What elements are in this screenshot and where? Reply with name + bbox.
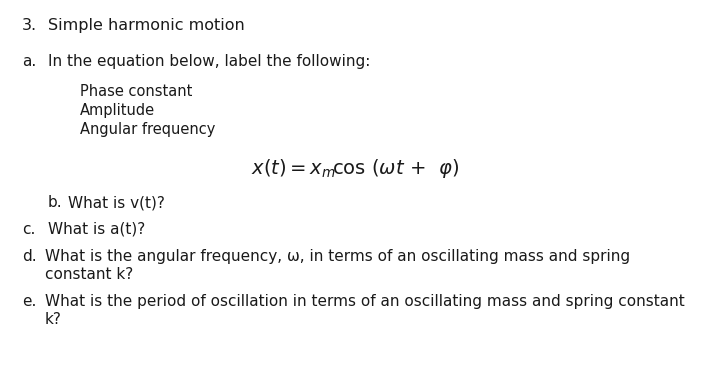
Text: $x(t) = x_m\!\cos\,(\omega t\, +\;\, \varphi)$: $x(t) = x_m\!\cos\,(\omega t\, +\;\, \va… xyxy=(251,157,459,180)
Text: c.: c. xyxy=(22,222,36,237)
Text: In the equation below, label the following:: In the equation below, label the followi… xyxy=(48,54,370,69)
Text: Angular frequency: Angular frequency xyxy=(80,122,215,137)
Text: d.: d. xyxy=(22,249,36,264)
Text: What is a(t)?: What is a(t)? xyxy=(48,222,145,237)
Text: What is the period of oscillation in terms of an oscillating mass and spring con: What is the period of oscillation in ter… xyxy=(45,294,685,309)
Text: e.: e. xyxy=(22,294,36,309)
Text: 3.: 3. xyxy=(22,18,37,33)
Text: b.: b. xyxy=(48,195,63,210)
Text: Amplitude: Amplitude xyxy=(80,103,155,118)
Text: constant k?: constant k? xyxy=(45,267,133,282)
Text: What is the angular frequency, ω, in terms of an oscillating mass and spring: What is the angular frequency, ω, in ter… xyxy=(45,249,630,264)
Text: a.: a. xyxy=(22,54,36,69)
Text: What is v(t)?: What is v(t)? xyxy=(68,195,165,210)
Text: Phase constant: Phase constant xyxy=(80,84,192,99)
Text: Simple harmonic motion: Simple harmonic motion xyxy=(48,18,245,33)
Text: k?: k? xyxy=(45,312,62,327)
